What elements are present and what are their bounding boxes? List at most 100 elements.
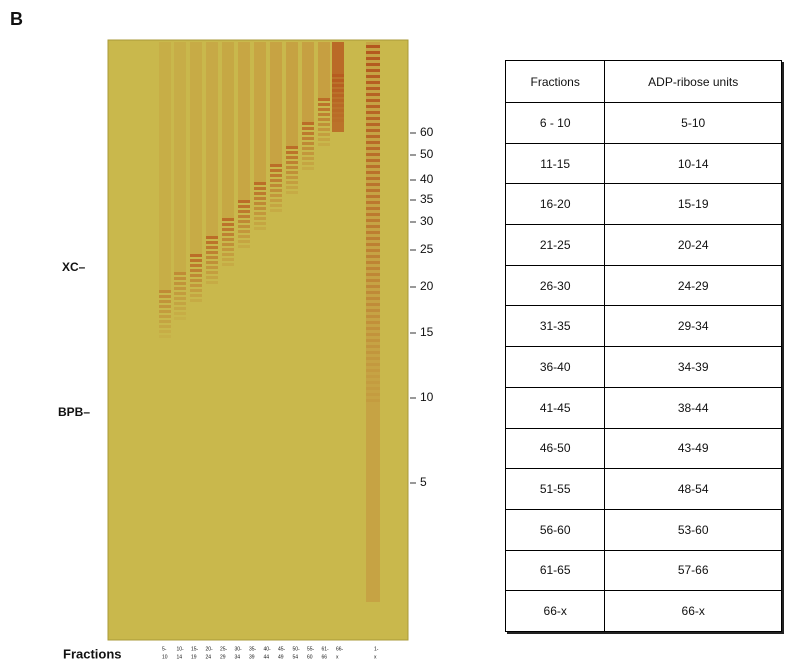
band xyxy=(254,222,266,225)
band xyxy=(366,201,380,204)
band xyxy=(190,299,202,302)
table-body: 6 - 10 5-10 11-15 10-14 16-20 15-19 21-25 20-24… xyxy=(504,102,782,632)
band xyxy=(366,159,380,162)
band xyxy=(286,171,298,174)
band xyxy=(366,255,380,258)
table-cell: 46-50 xyxy=(504,427,606,470)
band xyxy=(318,133,330,136)
band xyxy=(206,276,218,279)
table-cell: 61-65 xyxy=(504,549,606,592)
dye-label: XC– xyxy=(62,260,86,274)
band xyxy=(238,220,250,223)
band xyxy=(318,113,330,116)
band xyxy=(222,218,234,221)
smear xyxy=(206,42,218,236)
band xyxy=(190,269,202,272)
band xyxy=(238,210,250,213)
band xyxy=(366,345,380,348)
band xyxy=(222,233,234,236)
band xyxy=(302,122,314,125)
band xyxy=(206,281,218,284)
band xyxy=(366,51,380,54)
band xyxy=(222,263,234,266)
band xyxy=(366,351,380,354)
size-marker: 25 xyxy=(420,242,434,256)
band xyxy=(286,156,298,159)
band xyxy=(174,292,186,295)
band xyxy=(159,295,171,298)
band xyxy=(366,45,380,48)
band xyxy=(254,227,266,230)
lane-label: 50- xyxy=(293,646,301,652)
lane-label: 35- xyxy=(249,646,257,652)
band xyxy=(159,330,171,333)
band xyxy=(286,181,298,184)
table-cell: 11-15 xyxy=(504,142,606,185)
band xyxy=(366,297,380,300)
band xyxy=(366,375,380,378)
band xyxy=(366,381,380,384)
table-cell: 36-40 xyxy=(504,346,606,388)
band xyxy=(332,42,344,132)
band xyxy=(366,219,380,222)
band xyxy=(366,237,380,240)
band xyxy=(302,157,314,160)
band xyxy=(286,161,298,164)
band xyxy=(270,209,282,212)
lane-label: 15- xyxy=(191,646,199,652)
band xyxy=(366,75,380,78)
lane-label: 34 xyxy=(235,654,241,660)
band xyxy=(366,183,380,186)
band xyxy=(174,312,186,315)
band xyxy=(254,217,266,220)
band xyxy=(270,199,282,202)
band xyxy=(366,357,380,360)
size-marker: 10 xyxy=(420,390,434,404)
band xyxy=(286,176,298,179)
band xyxy=(159,320,171,323)
band xyxy=(159,315,171,318)
lane-label: 40- xyxy=(264,646,272,652)
table-cell: 31-35 xyxy=(504,305,606,348)
lane-label: 14 xyxy=(177,654,183,660)
band xyxy=(366,123,380,126)
table-row: 26-30 24-29 xyxy=(504,264,782,307)
lane-label: 39 xyxy=(249,654,255,660)
table-cell: 24-29 xyxy=(604,264,782,307)
band xyxy=(366,327,380,330)
table-row: 56-60 53-60 xyxy=(504,508,782,551)
band xyxy=(254,212,266,215)
band xyxy=(190,254,202,257)
table-cell: 43-49 xyxy=(604,427,782,470)
band xyxy=(318,128,330,131)
band xyxy=(286,191,298,194)
lane-label: 55- xyxy=(307,646,315,652)
table-cell: 51-55 xyxy=(504,468,606,510)
band xyxy=(366,309,380,312)
band xyxy=(222,253,234,256)
size-marker: 35 xyxy=(420,192,434,206)
band xyxy=(366,117,380,120)
band xyxy=(366,87,380,90)
band xyxy=(159,335,171,338)
smear xyxy=(159,42,171,290)
band xyxy=(366,273,380,276)
band xyxy=(366,387,380,390)
band xyxy=(206,256,218,259)
band xyxy=(159,310,171,313)
band xyxy=(302,147,314,150)
band xyxy=(159,290,171,293)
band xyxy=(254,202,266,205)
table-row: 51-55 48-54 xyxy=(504,468,782,510)
bands xyxy=(159,42,380,602)
size-marker: 5 xyxy=(420,475,427,489)
band xyxy=(366,57,380,60)
band xyxy=(366,195,380,198)
band xyxy=(366,165,380,168)
band xyxy=(318,123,330,126)
band xyxy=(366,135,380,138)
band xyxy=(222,243,234,246)
lane-label: 5- xyxy=(162,646,167,652)
band xyxy=(366,189,380,192)
panel-label: B xyxy=(10,9,23,29)
